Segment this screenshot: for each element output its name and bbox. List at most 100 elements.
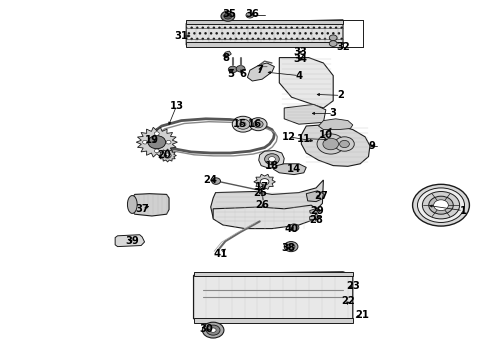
Text: 13: 13: [170, 101, 183, 111]
Polygon shape: [186, 20, 343, 47]
Polygon shape: [279, 58, 333, 108]
Polygon shape: [127, 195, 137, 213]
Circle shape: [210, 328, 216, 332]
Text: 24: 24: [204, 175, 218, 185]
Text: 34: 34: [293, 54, 307, 64]
Text: 4: 4: [295, 71, 302, 81]
Circle shape: [434, 200, 448, 211]
Text: 35: 35: [222, 9, 236, 19]
Text: 8: 8: [222, 53, 229, 63]
Circle shape: [240, 122, 246, 126]
Polygon shape: [284, 104, 326, 124]
Text: 27: 27: [314, 191, 328, 201]
Circle shape: [202, 322, 224, 338]
Polygon shape: [306, 191, 323, 202]
Circle shape: [340, 140, 349, 148]
Circle shape: [329, 41, 337, 46]
Circle shape: [422, 192, 460, 219]
Text: 38: 38: [281, 243, 295, 253]
Circle shape: [289, 224, 299, 231]
Circle shape: [335, 137, 354, 151]
Circle shape: [429, 196, 453, 214]
Text: 22: 22: [341, 296, 355, 306]
Polygon shape: [273, 164, 306, 175]
Text: 10: 10: [319, 130, 333, 140]
Polygon shape: [136, 127, 177, 157]
Text: 33: 33: [293, 47, 307, 57]
Polygon shape: [310, 208, 321, 213]
Text: 7: 7: [256, 65, 263, 75]
Text: 5: 5: [227, 69, 234, 79]
Text: 14: 14: [287, 164, 301, 174]
Circle shape: [224, 13, 232, 19]
Polygon shape: [115, 235, 145, 247]
Text: 16: 16: [248, 119, 262, 129]
Circle shape: [323, 138, 339, 150]
Text: 2: 2: [337, 90, 344, 100]
Circle shape: [236, 66, 245, 72]
Text: 25: 25: [253, 188, 267, 198]
Text: 28: 28: [309, 215, 323, 225]
Polygon shape: [301, 124, 370, 166]
Text: 39: 39: [125, 236, 139, 246]
Polygon shape: [213, 205, 318, 229]
Polygon shape: [259, 150, 284, 168]
Text: 1: 1: [460, 206, 466, 216]
Text: 21: 21: [356, 310, 369, 320]
Circle shape: [246, 12, 254, 18]
Circle shape: [265, 154, 279, 165]
Text: 3: 3: [330, 108, 337, 118]
Text: 17: 17: [255, 182, 269, 192]
Text: 19: 19: [145, 135, 159, 145]
Text: 12: 12: [282, 132, 296, 142]
Circle shape: [269, 157, 275, 162]
Circle shape: [221, 11, 235, 21]
Circle shape: [143, 140, 147, 144]
Text: 26: 26: [255, 200, 269, 210]
Text: 23: 23: [346, 281, 360, 291]
Text: 18: 18: [265, 161, 279, 171]
Polygon shape: [132, 194, 169, 216]
Text: 40: 40: [285, 224, 298, 234]
Polygon shape: [194, 272, 353, 322]
Circle shape: [236, 119, 250, 129]
Polygon shape: [318, 119, 353, 130]
Text: 6: 6: [239, 69, 246, 79]
Polygon shape: [254, 174, 275, 189]
Circle shape: [260, 179, 269, 185]
Circle shape: [148, 136, 166, 149]
Text: 32: 32: [336, 42, 350, 52]
Bar: [186, 42, 343, 47]
Circle shape: [228, 66, 237, 73]
Text: 31: 31: [174, 31, 188, 41]
Text: 41: 41: [213, 249, 228, 259]
Circle shape: [154, 149, 159, 153]
Text: 37: 37: [135, 204, 149, 214]
Bar: [194, 318, 353, 323]
Text: 30: 30: [199, 324, 213, 334]
Circle shape: [249, 118, 267, 131]
Circle shape: [287, 244, 295, 249]
Polygon shape: [223, 51, 231, 58]
Circle shape: [413, 184, 469, 226]
Text: 36: 36: [245, 9, 259, 19]
Circle shape: [417, 188, 465, 222]
Text: 29: 29: [311, 206, 324, 216]
Bar: [186, 20, 343, 24]
Circle shape: [212, 178, 220, 184]
Circle shape: [317, 134, 344, 154]
Polygon shape: [211, 180, 323, 225]
Circle shape: [154, 132, 159, 135]
Polygon shape: [159, 149, 176, 162]
Circle shape: [148, 136, 166, 149]
Circle shape: [166, 140, 171, 144]
Circle shape: [206, 325, 220, 335]
Circle shape: [232, 116, 254, 132]
Polygon shape: [310, 215, 320, 220]
Circle shape: [253, 121, 263, 128]
Text: 9: 9: [369, 141, 376, 151]
Bar: [194, 272, 353, 276]
Circle shape: [329, 35, 337, 41]
Text: 15: 15: [233, 119, 247, 129]
Circle shape: [284, 242, 298, 252]
